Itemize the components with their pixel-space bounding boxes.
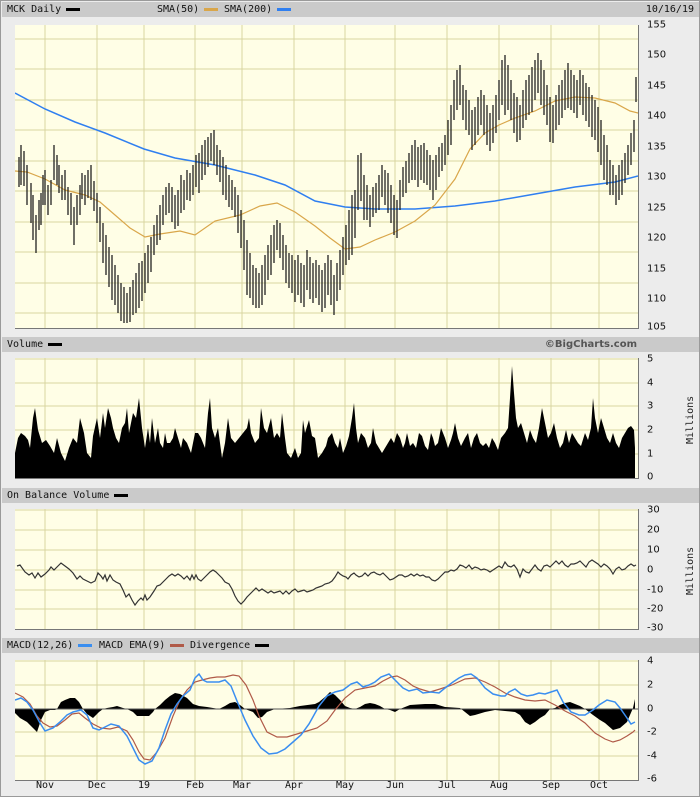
month-tick: Jun <box>385 780 405 791</box>
obv-plot <box>15 509 638 629</box>
price-tick: 110 <box>647 293 667 305</box>
obv-tick: 10 <box>647 544 660 556</box>
price-plot <box>15 25 638 328</box>
macd-swatch <box>78 643 93 647</box>
obv-legend: On Balance Volume <box>7 488 129 503</box>
price-tick: 105 <box>647 321 667 333</box>
volume-panel-header: Volume ©BigCharts.com <box>2 337 699 352</box>
volume-tick: 5 <box>647 353 654 365</box>
obv-tick: -10 <box>647 584 664 596</box>
month-tick: Mar <box>232 780 252 791</box>
month-tick: Feb <box>185 780 205 791</box>
obv-panel <box>15 509 639 630</box>
month-tick: Dec <box>87 780 107 791</box>
month-tick: Apr <box>284 780 304 791</box>
sma50-legend: SMA(50) <box>157 2 219 17</box>
price-tick: 130 <box>647 171 667 183</box>
volume-tick: 2 <box>647 424 654 436</box>
price-tick: 115 <box>647 263 667 275</box>
volume-tick: 3 <box>647 400 654 412</box>
price-swatch <box>66 7 81 11</box>
month-tick: Aug <box>489 780 509 791</box>
sma50-label: SMA(50) <box>157 4 200 15</box>
price-panel <box>15 25 639 329</box>
volume-tick: 4 <box>647 377 654 389</box>
price-panel-header: MCK Daily SMA(50) SMA(200) 10/16/19 <box>2 2 699 17</box>
bigcharts-brand: ©BigCharts.com <box>544 339 637 350</box>
macd-tick: -2 <box>647 726 657 738</box>
macd-tick: 2 <box>647 679 654 691</box>
macd-legend: MACD(12,26) <box>7 638 93 653</box>
price-tick: 140 <box>647 110 667 122</box>
obv-panel-header: On Balance Volume <box>2 488 699 503</box>
macd-label: MACD(12,26) <box>7 640 74 651</box>
ema-legend: MACD EMA(9) <box>99 638 185 653</box>
macd-tick: 4 <box>647 655 654 667</box>
ema-swatch <box>170 643 185 647</box>
obv-tick: 20 <box>647 524 660 536</box>
sma200-label: SMA(200) <box>224 4 273 15</box>
chart-date: 10/16/19 <box>645 4 694 15</box>
month-tick: Oct <box>589 780 609 791</box>
ticker-legend: MCK Daily <box>7 2 81 17</box>
macd-tick: 0 <box>647 703 654 715</box>
price-tick: 155 <box>647 19 667 31</box>
volume-plot <box>15 358 638 478</box>
month-tick: 19 <box>137 780 151 791</box>
ema-label: MACD EMA(9) <box>99 640 166 651</box>
volume-swatch <box>48 342 63 346</box>
obv-unit-label: Millions <box>685 546 696 595</box>
obv-swatch <box>114 493 129 497</box>
ticker-label: MCK Daily <box>7 4 62 15</box>
macd-tick: -6 <box>647 773 657 785</box>
divergence-legend: Divergence <box>190 638 270 653</box>
sma200-legend: SMA(200) <box>224 2 292 17</box>
macd-panel <box>15 660 639 781</box>
sma200-swatch <box>277 7 292 11</box>
price-tick: 135 <box>647 141 667 153</box>
obv-tick: 0 <box>647 564 654 576</box>
obv-tick: -20 <box>647 603 664 615</box>
sma50-swatch <box>204 7 219 11</box>
volume-tick: 1 <box>647 448 654 460</box>
divergence-label: Divergence <box>190 640 251 651</box>
volume-unit-label: Millions <box>685 395 696 444</box>
divergence-swatch <box>255 643 270 647</box>
obv-label: On Balance Volume <box>7 490 110 501</box>
month-tick: Jul <box>437 780 457 791</box>
volume-label: Volume <box>7 339 44 350</box>
volume-panel <box>15 358 639 479</box>
month-axis: Nov Dec 19 Feb Mar Apr May Jun Jul Aug S… <box>15 780 638 794</box>
month-tick: Nov <box>35 780 55 791</box>
price-tick: 125 <box>647 202 667 214</box>
macd-plot <box>15 660 638 780</box>
volume-tick: 0 <box>647 471 654 483</box>
price-tick: 145 <box>647 80 667 92</box>
obv-tick: -30 <box>647 622 664 634</box>
month-tick: May <box>335 780 355 791</box>
macd-panel-header: MACD(12,26) MACD EMA(9) Divergence <box>2 638 699 653</box>
price-tick: 120 <box>647 232 667 244</box>
price-tick: 150 <box>647 49 667 61</box>
obv-tick: 30 <box>647 504 660 516</box>
volume-legend: Volume <box>7 337 63 352</box>
macd-tick: -4 <box>647 750 657 762</box>
month-tick: Sep <box>541 780 561 791</box>
